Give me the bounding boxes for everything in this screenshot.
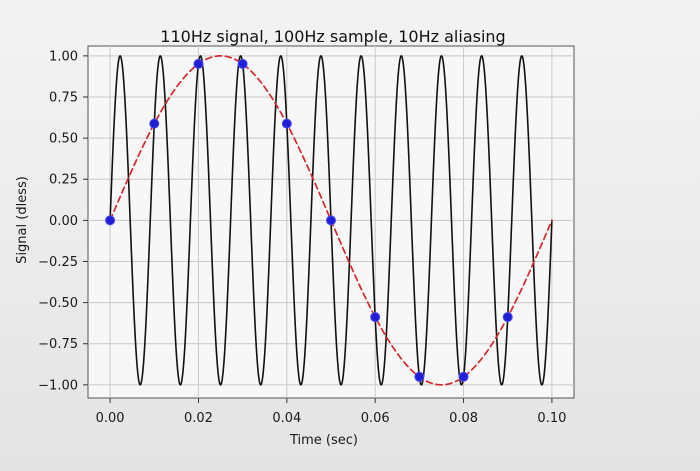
x-tick-label: 0.06 [361, 411, 390, 426]
sample-point [458, 371, 469, 382]
y-tick-label: 0.75 [49, 90, 78, 105]
x-tick-label: 0.00 [96, 411, 125, 426]
x-tick-label: 0.02 [184, 411, 213, 426]
sample-point [326, 215, 336, 226]
y-tick-label: 0.50 [49, 132, 78, 147]
x-tick-label: 0.08 [449, 411, 478, 426]
y-tick-label: 0.00 [49, 214, 78, 229]
sample-point [149, 118, 160, 129]
x-tick-label: 0.10 [537, 411, 566, 426]
y-tick-label: −1.00 [38, 378, 78, 393]
sample-point [502, 312, 513, 323]
y-axis-label: Signal (dless) [15, 176, 30, 264]
x-axis-label: Time (sec) [289, 433, 358, 448]
y-tick-label: 1.00 [49, 49, 78, 64]
sample-point [193, 58, 204, 69]
x-tick-label: 0.04 [272, 411, 301, 426]
chart-title: 110Hz signal, 100Hz sample, 10Hz aliasin… [160, 27, 505, 46]
tick-layer: 0.00 0.02 0.04 0.06 0.08 0.10 1.00 0.75 0.50 0.25… [38, 49, 566, 426]
y-tick-label: 0.25 [49, 173, 78, 188]
sample-point [281, 118, 292, 129]
marker-layer [105, 58, 513, 382]
sample-point [414, 371, 425, 382]
sample-point [370, 312, 381, 323]
y-tick-label: −0.25 [38, 255, 78, 270]
plot-border [87, 45, 575, 399]
sample-point [105, 215, 116, 226]
y-tick-label: −0.50 [38, 296, 78, 311]
sample-point [237, 58, 248, 69]
y-tick-label: −0.75 [38, 337, 78, 352]
